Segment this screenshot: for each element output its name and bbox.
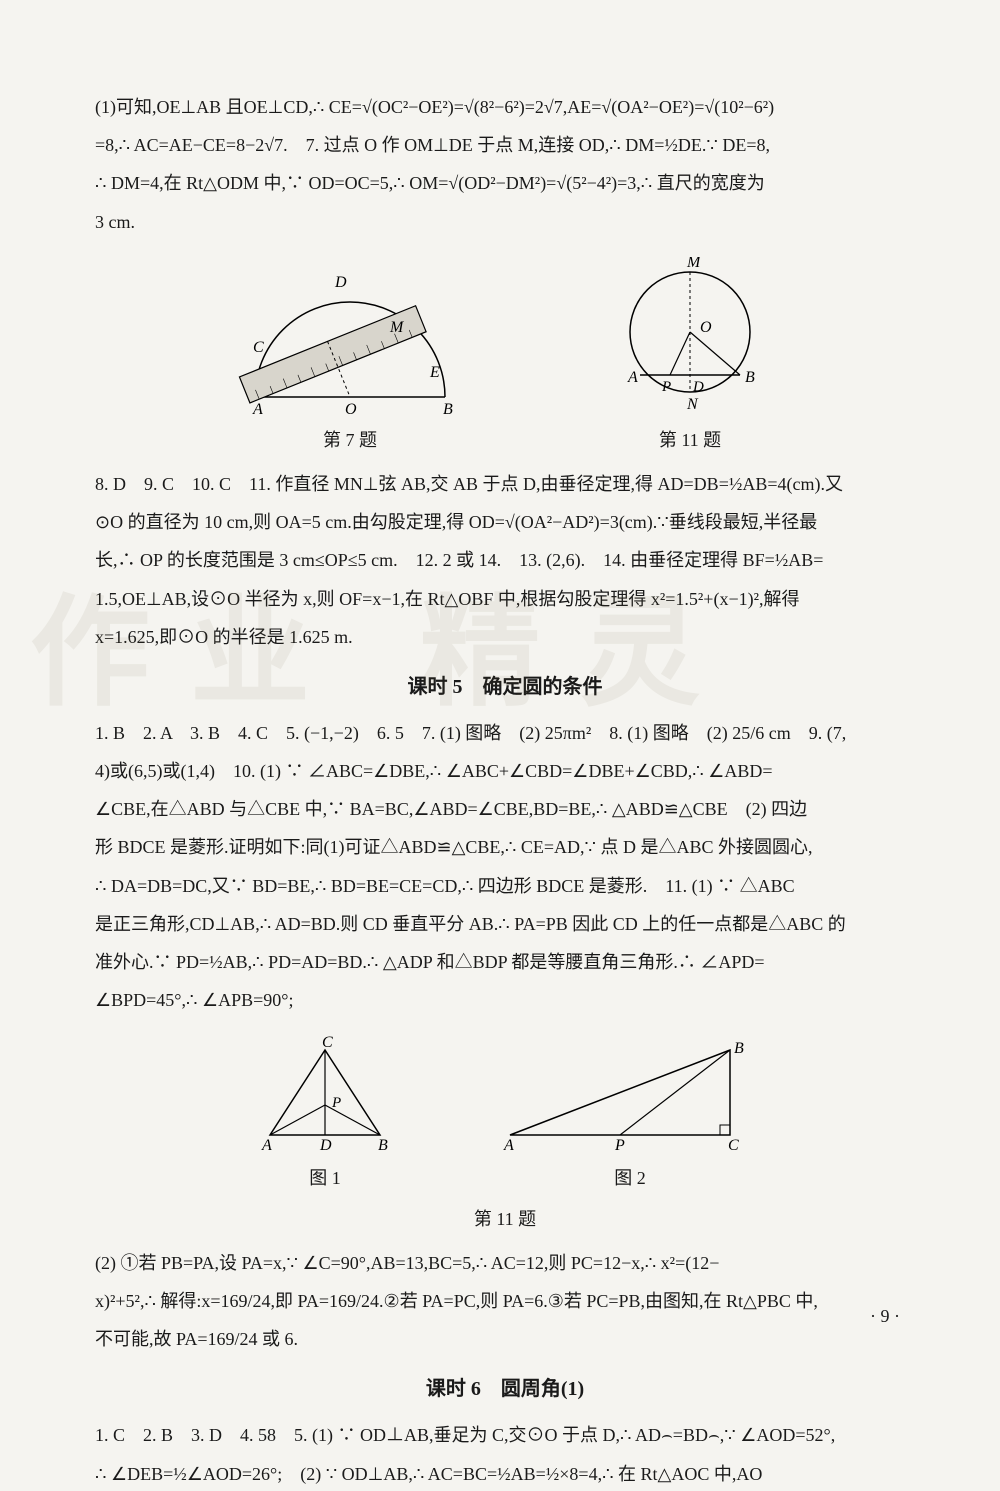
label-E: E	[429, 364, 440, 381]
label-A: A	[252, 401, 263, 417]
solution-line: =8,∴ AC=AE−CE=8−2√7. 7. 过点 O 作 OM⊥DE 于点 …	[95, 128, 915, 162]
label-P: P	[331, 1095, 341, 1111]
figures-row: A O B C D M E 第 7 题 M N O A B	[95, 257, 915, 457]
solution-line: ∴ ∠DEB=½∠AOD=26°; (2) ∵ OD⊥AB,∴ AC=BC=½A…	[95, 1457, 915, 1491]
label-D: D	[692, 379, 704, 395]
label-B: B	[378, 1137, 388, 1154]
label-N: N	[686, 396, 699, 413]
label-O: O	[345, 401, 357, 417]
figure-11b-main-caption: 第 11 题	[95, 1202, 915, 1236]
label-B: B	[443, 401, 453, 417]
figure-11a-svg: M N O A B P D	[605, 257, 775, 417]
solution-line: 准外心.∵ PD=½AB,∴ PD=AD=BD.∴ △ADP 和△BDP 都是等…	[95, 945, 915, 979]
label-A: A	[261, 1137, 272, 1154]
solution-line: (2) ①若 PB=PA,设 PA=x,∵ ∠C=90°,AB=13,BC=5,…	[95, 1246, 915, 1280]
figure-7-svg: A O B C D M E	[235, 267, 465, 417]
label-M: M	[389, 319, 405, 336]
label-P: P	[614, 1137, 625, 1154]
label-A: A	[503, 1137, 514, 1154]
figure-7: A O B C D M E 第 7 题	[235, 267, 465, 457]
figure-caption: 第 11 题	[605, 423, 775, 457]
figures-row-2: C A B D P 图 1 A B C P 图 2	[95, 1035, 915, 1195]
solution-line: ⊙O 的直径为 10 cm,则 OA=5 cm.由勾股定理,得 OD=√(OA²…	[95, 505, 915, 539]
label-B: B	[745, 369, 755, 386]
solution-line: ∠CBE,在△ABD 与△CBE 中,∵ BA=BC,∠ABD=∠CBE,BD=…	[95, 792, 915, 826]
solution-line: ∠BPD=45°,∴ ∠APB=90°;	[95, 983, 915, 1017]
solution-line: 形 BDCE 是菱形.证明如下:同(1)可证△ABD≌△CBE,∴ CE=AD,…	[95, 830, 915, 864]
solution-line: 1.5,OE⊥AB,设⊙O 半径为 x,则 OF=x−1,在 Rt△OBF 中,…	[95, 582, 915, 616]
solution-line: ∴ DM=4,在 Rt△ODM 中,∵ OD=OC=5,∴ OM=√(OD²−D…	[95, 166, 915, 200]
label-C: C	[253, 339, 264, 356]
solution-line: 1. B 2. A 3. B 4. C 5. (−1,−2) 6. 5 7. (…	[95, 716, 915, 750]
figure-11b-right-svg: A B C P	[490, 1035, 770, 1155]
figure-caption: 图 1	[240, 1161, 410, 1195]
figure-caption: 图 2	[490, 1161, 770, 1195]
figure-11b-left-svg: C A B D P	[240, 1035, 410, 1155]
solution-line: 不可能,故 PA=169/24 或 6.	[95, 1322, 915, 1356]
solution-line: 1. C 2. B 3. D 4. 58 5. (1) ∵ OD⊥AB,垂足为 …	[95, 1418, 915, 1452]
figure-caption: 第 7 题	[235, 423, 465, 457]
section-6-title: 课时 6 圆周角(1)	[95, 1370, 915, 1408]
label-D: D	[334, 274, 347, 291]
label-C: C	[728, 1137, 739, 1154]
section-5-title: 课时 5 确定圆的条件	[95, 668, 915, 706]
figure-11b-right: A B C P 图 2	[490, 1035, 770, 1195]
label-B: B	[734, 1040, 744, 1057]
solution-line: (1)可知,OE⊥AB 且OE⊥CD,∴ CE=√(OC²−OE²)=√(8²−…	[95, 90, 915, 124]
label-P: P	[661, 379, 671, 395]
label-D: D	[319, 1137, 332, 1154]
label-O: O	[700, 319, 712, 336]
solution-line: 8. D 9. C 10. C 11. 作直径 MN⊥弦 AB,交 AB 于点 …	[95, 467, 915, 501]
page-content: (1)可知,OE⊥AB 且OE⊥CD,∴ CE=√(OC²−OE²)=√(8²−…	[95, 90, 915, 1491]
solution-line: 3 cm.	[95, 205, 915, 239]
solution-line: ∴ DA=DB=DC,又∵ BD=BE,∴ BD=BE=CE=CD,∴ 四边形 …	[95, 869, 915, 903]
solution-line: 长,∴ OP 的长度范围是 3 cm≤OP≤5 cm. 12. 2 或 14. …	[95, 543, 915, 577]
label-M: M	[686, 257, 702, 271]
solution-line: x)²+5²,∴ 解得:x=169/24,即 PA=169/24.②若 PA=P…	[95, 1284, 915, 1318]
label-C: C	[322, 1035, 333, 1051]
figure-11b-left: C A B D P 图 1	[240, 1035, 410, 1195]
page-number: · 9 ·	[870, 1299, 900, 1333]
solution-line: 是正三角形,CD⊥AB,∴ AD=BD.则 CD 垂直平分 AB.∴ PA=PB…	[95, 907, 915, 941]
label-A: A	[627, 369, 638, 386]
solution-line: x=1.625,即⊙O 的半径是 1.625 m.	[95, 620, 915, 654]
figure-11a: M N O A B P D 第 11 题	[605, 257, 775, 457]
solution-line: 4)或(6,5)或(1,4) 10. (1) ∵ ∠ABC=∠DBE,∴ ∠AB…	[95, 754, 915, 788]
